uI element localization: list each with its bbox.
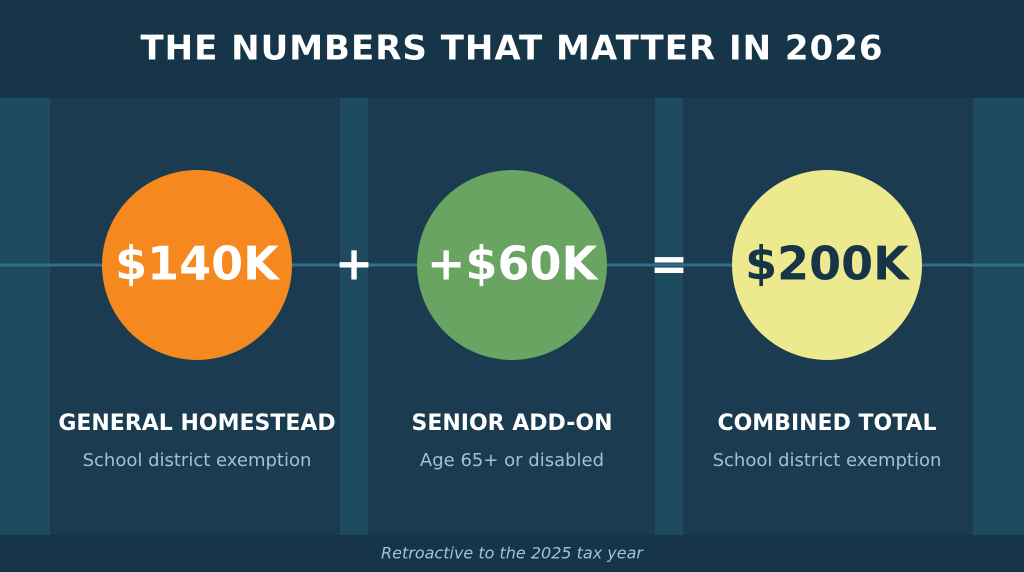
card-value: $200K — [745, 237, 911, 291]
card-sublabel: School district exemption — [713, 450, 942, 471]
value-circle — [102, 170, 292, 360]
operator: + — [335, 237, 374, 291]
title: THE NUMBERS THAT MATTER IN 2026 — [140, 29, 883, 69]
card-sublabel: Age 65+ or disabled — [420, 450, 604, 471]
footer-band — [0, 535, 1024, 572]
operator: = — [650, 237, 689, 291]
card-label: SENIOR ADD-ON — [412, 411, 613, 436]
footer-note: Retroactive to the 2025 tax year — [381, 544, 644, 563]
card-value: +$60K — [427, 237, 600, 291]
header-band — [0, 0, 1024, 98]
card-label: COMBINED TOTAL — [717, 411, 936, 436]
card-sublabel: School district exemption — [83, 450, 312, 471]
card-label: GENERAL HOMESTEAD — [58, 411, 335, 436]
card-value: $140K — [115, 237, 281, 291]
value-circle — [732, 170, 922, 360]
value-circle — [417, 170, 607, 360]
